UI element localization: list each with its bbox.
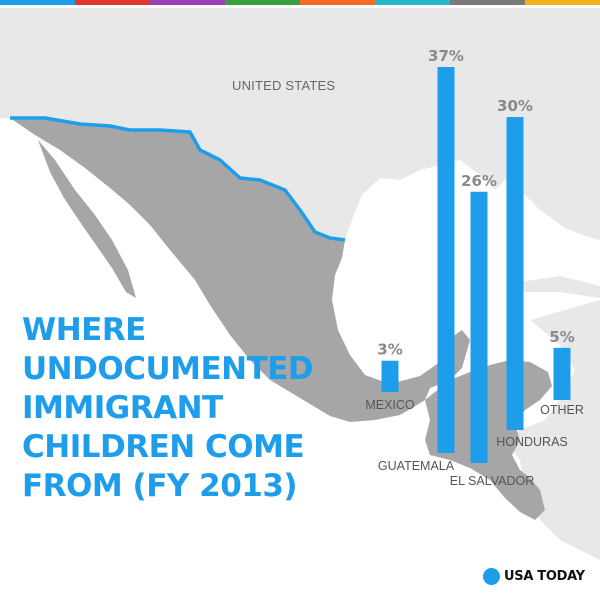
- bar-el-salvador: [470, 191, 488, 463]
- title-line-3: IMMIGRANT: [22, 390, 223, 426]
- value-label-honduras: 30%: [497, 97, 533, 115]
- brand-dot-icon: [483, 568, 500, 585]
- color-stripe-segment: [375, 0, 450, 5]
- color-stripe-segment: [300, 0, 375, 5]
- category-label-el-salvador: EL SALVADOR: [450, 474, 535, 488]
- category-label-other: OTHER: [540, 403, 584, 417]
- category-label-mexico: MEXICO: [365, 398, 415, 412]
- value-label-other: 5%: [549, 328, 574, 346]
- mexico-land: [10, 118, 470, 422]
- bar-honduras: [506, 117, 524, 430]
- value-label-guatemala: 37%: [428, 47, 464, 65]
- category-label-guatemala: GUATEMALA: [378, 459, 455, 473]
- color-stripe-segment: [75, 0, 150, 5]
- value-label-el-salvador: 26%: [461, 172, 497, 190]
- title-line-1: WHERE: [22, 312, 146, 348]
- north-america-land: [0, 8, 600, 240]
- bar-mexico: [381, 360, 399, 392]
- bar-guatemala: [437, 67, 455, 453]
- color-stripe-segment: [525, 0, 600, 5]
- us-mexico-border: [10, 116, 346, 242]
- title-line-5: FROM (FY 2013): [22, 468, 298, 504]
- baja-peninsula: [38, 140, 136, 298]
- value-label-mexico: 3%: [377, 341, 402, 359]
- cuba-land: [520, 276, 600, 298]
- color-stripe-segment: [450, 0, 525, 5]
- color-stripe-segment: [0, 0, 75, 5]
- color-stripe-segment: [225, 0, 300, 5]
- color-stripe: [0, 0, 600, 5]
- title-line-2: UNDOCUMENTED: [22, 351, 314, 387]
- category-label-honduras: HONDURAS: [496, 435, 568, 449]
- color-stripe-segment: [150, 0, 225, 5]
- bar-other: [553, 347, 571, 400]
- brand-name: USA TODAY: [504, 569, 585, 584]
- brand-logo: USA TODAY: [483, 568, 585, 585]
- us-label: UNITED STATES: [232, 78, 336, 93]
- title-line-4: CHILDREN COME: [22, 429, 305, 465]
- bar-chart: 3% MEXICO 37% GUATEMALA 26% EL SALVADOR 30% HON…: [365, 47, 584, 488]
